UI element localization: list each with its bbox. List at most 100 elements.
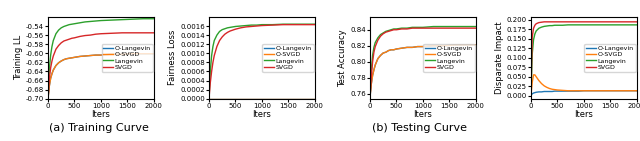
SVGD <box>211 55 218 56</box>
Langevin <box>63 25 70 26</box>
O-Langevin <box>52 65 60 66</box>
O-SVGD <box>366 97 374 99</box>
Langevin <box>371 42 379 43</box>
Legend: O-Langevin, O-SVGD, Langevin, SVGD: O-Langevin, O-SVGD, Langevin, SVGD <box>424 44 475 72</box>
O-SVGD <box>290 98 298 100</box>
O-SVGD <box>48 73 56 75</box>
O-SVGD <box>377 55 385 56</box>
O-SVGD <box>385 50 392 51</box>
SVGD <box>538 21 545 23</box>
O-Langevin <box>545 91 553 92</box>
O-SVGD <box>601 90 609 92</box>
O-SVGD <box>374 58 381 60</box>
SVGD <box>44 98 52 100</box>
O-SVGD <box>369 75 376 76</box>
O-Langevin <box>300 98 308 100</box>
O-Langevin <box>591 90 598 92</box>
O-SVGD <box>538 83 545 84</box>
Langevin <box>48 46 56 47</box>
O-SVGD <box>229 98 237 100</box>
SVGD <box>207 82 214 84</box>
O-Langevin <box>548 91 556 92</box>
O-SVGD <box>429 45 437 47</box>
SVGD <box>45 78 53 80</box>
Langevin <box>258 24 266 26</box>
O-SVGD <box>216 98 223 100</box>
Langevin <box>392 28 400 30</box>
O-SVGD <box>227 98 234 100</box>
O-SVGD <box>279 98 287 100</box>
O-Langevin <box>129 53 136 55</box>
SVGD <box>527 95 535 97</box>
Langevin <box>279 23 287 25</box>
SVGD <box>269 24 276 26</box>
O-SVGD <box>55 62 63 64</box>
SVGD <box>472 27 479 29</box>
O-SVGD <box>532 76 540 78</box>
O-SVGD <box>118 53 126 55</box>
O-SVGD <box>58 60 65 62</box>
O-SVGD <box>398 47 406 49</box>
O-SVGD <box>60 59 68 60</box>
O-Langevin <box>218 98 226 100</box>
O-SVGD <box>580 90 588 92</box>
SVGD <box>129 32 136 34</box>
O-SVGD <box>218 98 226 100</box>
O-Langevin <box>258 98 266 100</box>
O-SVGD <box>213 98 221 100</box>
Langevin <box>205 98 213 100</box>
O-SVGD <box>535 80 543 81</box>
O-SVGD <box>382 51 390 53</box>
Line: SVGD: SVGD <box>531 22 637 96</box>
O-Langevin <box>543 91 550 92</box>
SVGD <box>218 36 226 38</box>
O-Langevin <box>223 98 231 100</box>
Langevin <box>540 26 548 27</box>
SVGD <box>92 33 99 35</box>
O-SVGD <box>413 46 421 47</box>
Line: O-SVGD: O-SVGD <box>370 45 476 98</box>
O-Langevin <box>237 98 244 100</box>
O-SVGD <box>367 83 375 85</box>
Langevin <box>150 18 157 20</box>
Langevin <box>612 24 620 26</box>
O-Langevin <box>575 90 582 92</box>
Langevin <box>382 30 390 32</box>
Langevin <box>461 26 469 27</box>
Langevin <box>221 28 228 30</box>
Line: SVGD: SVGD <box>209 25 315 99</box>
O-SVGD <box>300 98 308 100</box>
SVGD <box>398 28 406 30</box>
O-Langevin <box>227 98 234 100</box>
SVGD <box>253 25 260 27</box>
Legend: O-Langevin, O-SVGD, Langevin, SVGD: O-Langevin, O-SVGD, Langevin, SVGD <box>102 44 153 72</box>
Langevin <box>45 68 53 70</box>
Langevin <box>385 30 392 31</box>
Langevin <box>370 47 378 48</box>
SVGD <box>622 21 630 23</box>
O-SVGD <box>242 98 250 100</box>
O-SVGD <box>622 90 630 92</box>
Langevin <box>227 27 234 28</box>
Langevin <box>390 28 397 30</box>
O-Langevin <box>535 91 543 93</box>
Langevin <box>70 23 78 25</box>
X-axis label: Iters: Iters <box>252 110 271 119</box>
SVGD <box>258 25 266 26</box>
SVGD <box>532 23 540 25</box>
Langevin <box>367 70 375 71</box>
Langevin <box>532 30 540 32</box>
O-SVGD <box>540 85 548 87</box>
SVGD <box>367 77 375 79</box>
O-SVGD <box>207 98 214 100</box>
O-Langevin <box>49 69 57 71</box>
O-SVGD <box>531 74 539 76</box>
SVGD <box>535 22 543 23</box>
Langevin <box>47 54 54 56</box>
SVGD <box>118 32 126 34</box>
O-Langevin <box>633 90 640 92</box>
O-SVGD <box>551 89 559 91</box>
O-SVGD <box>530 74 538 76</box>
Langevin <box>300 23 308 25</box>
Langevin <box>570 24 577 26</box>
